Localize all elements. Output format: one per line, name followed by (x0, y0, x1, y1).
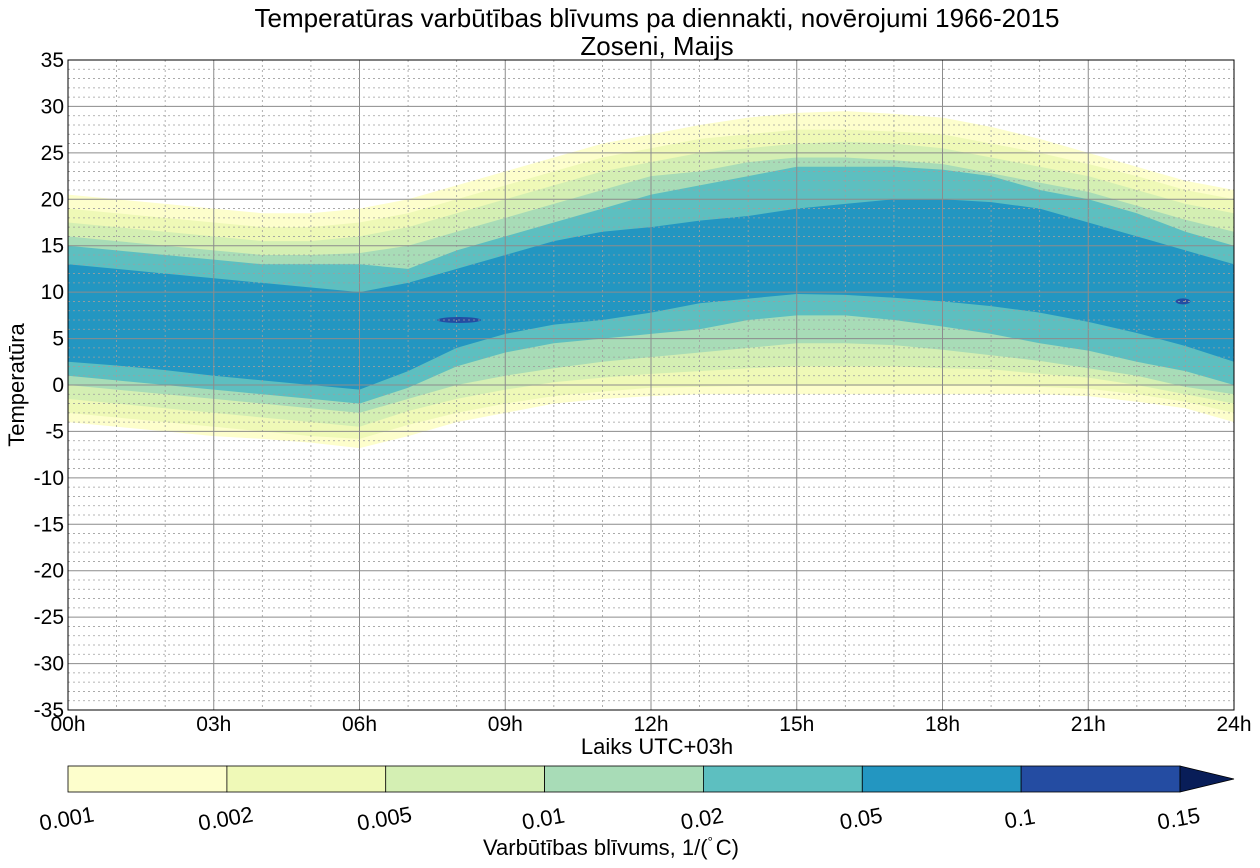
colorbar-segment-0.1 (1020, 765, 1181, 793)
colorbar-label-degree: ° (708, 834, 713, 849)
plot-frame (67, 59, 1235, 711)
y-tick-label: -5 (45, 420, 64, 443)
x-tick-labels: 00h 03h 06h 09h 12h 15h 18h 21h 24h (50, 713, 1251, 736)
x-tick-label: 18h (925, 713, 960, 736)
colorbar-tick-label: 0.005 (355, 802, 414, 836)
x-tick-label: 15h (779, 713, 814, 736)
chart-title: Temperatūras varbūtības blīvums pa dienn… (254, 3, 1059, 33)
y-tick-label: 20 (41, 188, 64, 211)
x-tick-label: 09h (488, 713, 523, 736)
y-tick-label: -30 (34, 653, 64, 676)
y-tick-label: 30 (41, 95, 64, 118)
colorbar-tick-label: 0.002 (196, 802, 255, 836)
colorbar-segment-0.001 (67, 765, 228, 793)
y-tick-label: 10 (41, 281, 64, 304)
y-tick-label: -15 (34, 513, 64, 536)
y-tick-label: -35 (34, 699, 64, 722)
colorbar-tick-label: 0.1 (1003, 804, 1037, 834)
colorbar-tick-label: 0.05 (838, 803, 885, 835)
x-tick-label: 21h (1071, 713, 1106, 736)
colorbar-segment-0.02 (703, 765, 863, 793)
x-tick-label: 00h (50, 713, 85, 736)
colorbar-segment-0.05 (861, 765, 1022, 793)
y-tick-label: 15 (41, 235, 64, 258)
y-tick-label: 5 (52, 328, 64, 351)
colorbar-segment-0.01 (544, 765, 704, 793)
colorbar-label-main: Varbūtības blīvums, 1/( (483, 835, 708, 860)
x-axis-label: Laiks UTC+03h (581, 734, 733, 759)
y-tick-label: 0 (52, 374, 64, 397)
y-tick-label: -25 (34, 606, 64, 629)
colorbar-label-tail: C) (716, 835, 739, 860)
x-tick-label: 12h (633, 713, 668, 736)
y-tick-labels: 35 30 25 20 15 10 5 0 -5 -10 -15 -20 -25 -30 -35 (34, 49, 64, 722)
y-tick-label: -20 (34, 560, 64, 583)
x-tick-label: 24h (1216, 713, 1251, 736)
x-tick-label: 03h (196, 713, 231, 736)
colorbar-tick-labels: 0.001 0.002 0.005 0.01 0.02 0.05 0.1 0.15 (37, 802, 1202, 836)
y-tick-label: 25 (41, 142, 64, 165)
colorbar-segment-0.002 (226, 765, 387, 793)
colorbar (67, 765, 1235, 793)
colorbar-segment-0.005 (385, 765, 546, 793)
chart-subtitle: Zoseni, Maijs (580, 31, 733, 61)
grid-lines (68, 60, 1234, 710)
colorbar-label: Varbūtības blīvums, 1/(° C) (483, 834, 739, 860)
colorbar-extend-arrow (1179, 765, 1235, 793)
colorbar-tick-label: 0.01 (520, 803, 567, 835)
y-tick-label: 35 (41, 49, 64, 72)
y-tick-label: -10 (34, 467, 64, 490)
colorbar-tick-label: 0.001 (37, 802, 96, 836)
y-axis-label: Temperatūra (4, 322, 29, 446)
x-tick-label: 06h (342, 713, 377, 736)
colorbar-tick-label: 0.15 (1155, 803, 1202, 835)
colorbar-tick-label: 0.02 (679, 803, 726, 835)
